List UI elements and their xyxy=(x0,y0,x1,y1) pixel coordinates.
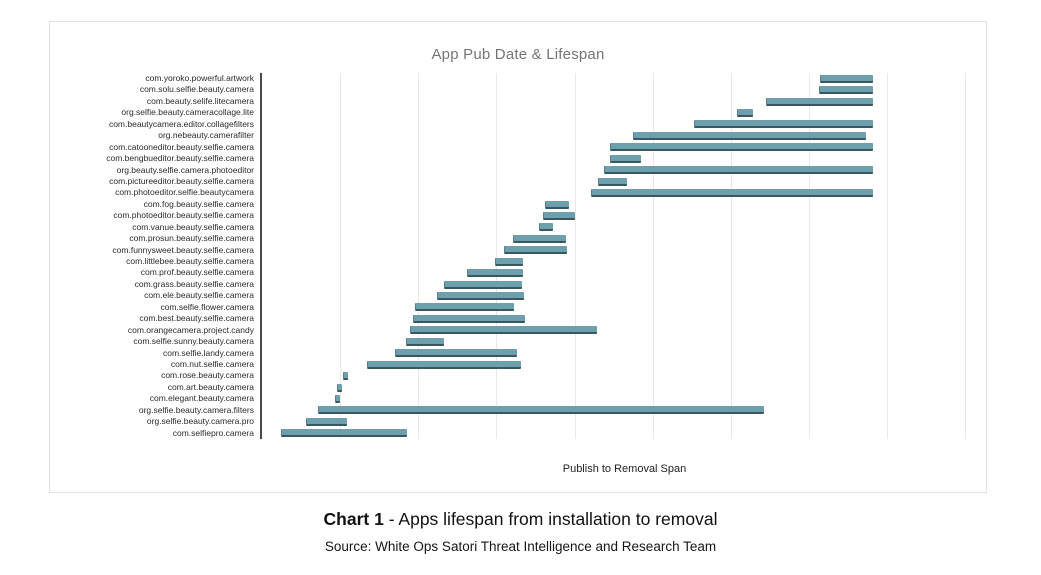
gridline xyxy=(418,73,419,439)
caption-text: - Apps lifespan from installation to rem… xyxy=(383,509,718,529)
gridline xyxy=(964,73,966,439)
lifespan-bar xyxy=(512,234,567,243)
app-label: com.photoeditor.selfie.beautycamera xyxy=(115,187,254,198)
app-label: com.bengbueditor.beauty.selfie.camera xyxy=(106,153,254,164)
lifespan-bar xyxy=(334,394,341,403)
lifespan-bar xyxy=(544,200,570,209)
gridline xyxy=(496,73,497,439)
lifespan-bar xyxy=(694,120,874,129)
chart-title: App Pub Date & Lifespan xyxy=(431,46,605,63)
lifespan-bar xyxy=(504,246,567,255)
lifespan-bar xyxy=(466,269,524,278)
lifespan-bar xyxy=(609,143,874,152)
app-label: org.selfie.beauty.camera.pro xyxy=(146,416,254,427)
app-label: com.selfie.sunny.beauty.camera xyxy=(133,336,254,347)
app-label: org.selfie.beauty.cameracollage.lite xyxy=(121,107,254,118)
app-label: com.nut.selfie.camera xyxy=(170,358,254,369)
caption-source: Source: White Ops Satori Threat Intellig… xyxy=(324,538,717,554)
app-label: com.grass.beauty.selfie.camera xyxy=(134,278,254,289)
lifespan-bar xyxy=(280,429,408,438)
lifespan-bar xyxy=(342,372,348,381)
lifespan-bar xyxy=(436,292,524,300)
app-label: com.prof.beauty.selfie.camera xyxy=(140,267,254,278)
caption-line: Chart 1 - Apps lifespan from installatio… xyxy=(0,508,1041,531)
app-label: com.pictureeditor.beauty.selfie.camera xyxy=(109,175,254,186)
lifespan-bar xyxy=(590,189,874,198)
app-label: com.catooneditor.beauty.selfie.camera xyxy=(109,141,254,152)
app-label: org.beauty.selfie.camera.photoeditor xyxy=(116,164,254,175)
gridline xyxy=(340,73,341,439)
lifespan-bar xyxy=(318,406,764,415)
app-label: com.selfiepro.camera xyxy=(172,427,254,438)
app-label: org.selfie.beauty.camera.filters xyxy=(138,404,254,415)
lifespan-bar xyxy=(609,154,642,163)
x-axis-title: Publish to Removal Span xyxy=(562,463,687,475)
app-label: com.elegant.beauty.camera xyxy=(149,393,254,404)
app-label: com.selfie.flower.camera xyxy=(160,301,254,312)
lifespan-bar xyxy=(412,314,525,323)
lifespan-bar xyxy=(598,177,627,186)
app-label: com.beautycamera.editor.collagefilters xyxy=(108,118,254,129)
plot-area xyxy=(260,73,991,439)
lifespan-bar xyxy=(495,257,524,266)
app-label: com.ele.beauty.selfie.camera xyxy=(144,290,254,301)
lifespan-bar xyxy=(765,97,874,106)
gridline xyxy=(652,73,654,439)
lifespan-bar xyxy=(409,326,597,335)
app-label: com.best.beauty.selfie.camera xyxy=(139,313,254,324)
app-label: com.rose.beauty.camera xyxy=(161,370,254,381)
app-label: com.fog.beauty.selfie.camera xyxy=(143,198,254,209)
app-label: com.photoeditor.beauty.selfie.camera xyxy=(113,210,254,221)
lifespan-bar xyxy=(603,166,874,175)
app-label: com.littlebee.beauty.selfie.camera xyxy=(126,256,254,266)
lifespan-bar xyxy=(539,223,554,232)
gridline xyxy=(808,73,810,439)
lifespan-bar xyxy=(444,280,522,289)
lifespan-bar xyxy=(818,86,874,95)
lifespan-bar xyxy=(406,337,444,346)
app-label: com.prosun.beauty.selfie.camera xyxy=(129,233,254,244)
lifespan-bar xyxy=(337,383,343,392)
app-label: com.funnysweet.beauty.selfie.camera xyxy=(112,244,254,255)
app-label: com.selfie.landy.camera xyxy=(162,347,254,358)
caption: Chart 1 - Apps lifespan from installatio… xyxy=(0,508,1041,555)
app-label: com.solu.selfie.beauty.camera xyxy=(139,84,254,95)
app-label: com.art.beauty.camera xyxy=(167,381,254,392)
lifespan-bar xyxy=(305,417,347,426)
lifespan-bar xyxy=(366,360,522,369)
lifespan-bar xyxy=(542,211,575,220)
app-label: com.orangecamera.project.candy xyxy=(127,324,254,335)
caption-chart-number: Chart 1 xyxy=(323,509,384,529)
gridline xyxy=(730,73,732,439)
app-label: com.beauty.selife.litecamera xyxy=(146,95,254,106)
lifespan-bar xyxy=(819,74,874,83)
lifespan-bar xyxy=(737,109,753,117)
app-label: org.nebeauty.camerafilter xyxy=(158,130,254,141)
lifespan-bar xyxy=(633,131,866,140)
app-label: com.yoroko.powerful.artwork xyxy=(145,73,254,83)
chart-card: App Pub Date & Lifespan com.yoroko.power… xyxy=(49,21,987,493)
y-axis-labels: com.yoroko.powerful.artwork com.solu.self… xyxy=(50,73,254,439)
lifespan-bar xyxy=(415,303,514,312)
gridline xyxy=(574,73,576,439)
app-label: com.vanue.beauty.selfie.camera xyxy=(132,221,254,232)
gridline xyxy=(886,73,888,439)
lifespan-bar xyxy=(394,349,517,358)
